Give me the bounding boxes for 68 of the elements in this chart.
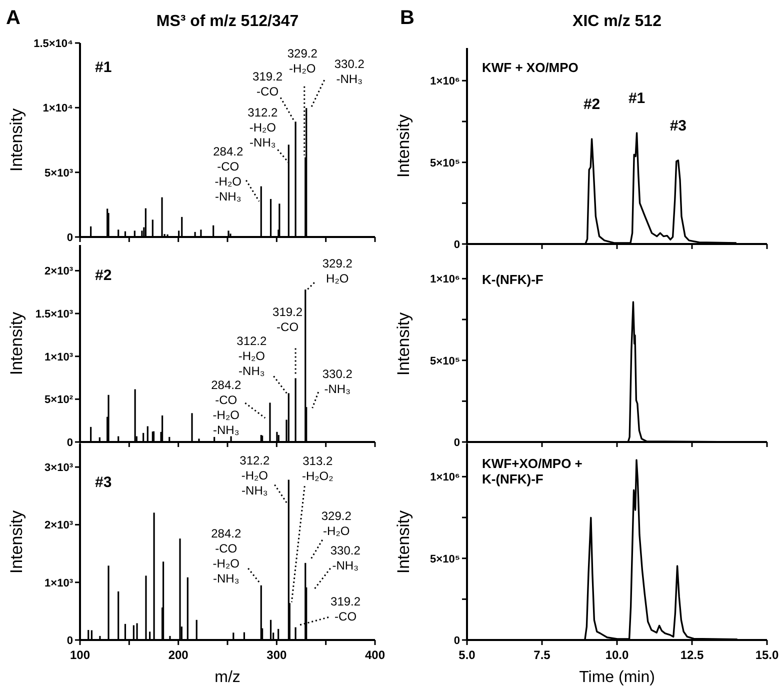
y-tick-label: 5×10⁵: [430, 157, 460, 170]
annotation: 312.2 -H₂O -NH₃: [236, 334, 268, 378]
annotation: KWF + XO/MPO: [482, 60, 578, 75]
x-axis-title: m/z: [214, 669, 240, 686]
x-tick-label: 5.0: [458, 648, 476, 662]
annotation: 329.2 -H₂O: [287, 46, 318, 76]
annotation: 330.2 -NH₃: [322, 367, 353, 396]
y-tick-label: 0: [66, 232, 73, 244]
y-tick-label: 0: [66, 635, 73, 647]
y-tick-label: 0: [454, 239, 460, 251]
annotation: 329.2 H₂O: [322, 256, 353, 286]
x-tick-label: 400: [364, 648, 386, 662]
y-tick-label: 1.5×10⁴: [34, 38, 73, 50]
y-tick-label: 2×10³: [44, 520, 74, 532]
annotation: K-(NFK)-F: [482, 272, 544, 287]
annotation: 284.2 -CO -H₂O -NH₃: [211, 526, 242, 586]
y-tick-label: 3×10³: [44, 462, 74, 474]
y-tick-label: 0: [454, 635, 460, 647]
y-tick-label: 5×10⁵: [430, 355, 460, 368]
x-axis-title: Time (min): [579, 669, 655, 686]
chart-title: MS³ of m/z 512/347: [156, 13, 299, 30]
x-tick-label: 15.0: [755, 648, 779, 662]
y-axis-title: Intensity: [7, 311, 26, 376]
annotation: #1: [628, 90, 646, 107]
annotation: 312.2 -H₂O -NH₃: [240, 454, 270, 498]
x-tick-label: 300: [266, 648, 287, 662]
x-tick-label: 7.5: [534, 648, 551, 662]
x-tick-label: 12.5: [680, 648, 704, 662]
y-tick-label: 2×10³: [44, 266, 74, 278]
annotation: 330.2 -NH₃: [330, 543, 361, 572]
annotation: #2: [583, 96, 600, 113]
y-tick-label: 1×10⁶: [430, 274, 460, 286]
y-tick-label: 1.5×10³: [35, 308, 74, 321]
annotation: 319.2 -CO: [252, 70, 283, 99]
y-tick-label: 1×10³: [44, 577, 74, 590]
chart-title: XIC m/z 512: [572, 13, 662, 30]
y-axis-title: Intensity: [7, 108, 26, 172]
annotation: #2: [95, 267, 112, 284]
y-axis-title: Intensity: [7, 510, 26, 574]
y-tick-label: 5×10⁵: [430, 553, 460, 566]
text: B: [400, 7, 414, 29]
annotation: 319.2 -CO: [330, 594, 361, 624]
annotation: KWF+XO/MPO + K-(NFK)-F: [482, 456, 583, 487]
annotation: 319.2 -CO: [272, 305, 303, 334]
x-tick-label: 100: [70, 648, 90, 662]
y-tick-label: 5×10³: [44, 167, 74, 180]
annotation: 284.2 -CO -H₂O -NH₃: [211, 378, 242, 437]
x-tick-label: 10.0: [605, 648, 629, 662]
text: A: [6, 7, 20, 29]
y-axis-title: Intensity: [394, 312, 413, 376]
y-axis-title: Intensity: [394, 114, 413, 178]
y-tick-label: 5×10²: [44, 394, 74, 406]
annotation: #3: [95, 474, 112, 491]
annotation: #1: [95, 59, 112, 76]
annotation: 312.2 -H₂O -NH₃: [248, 106, 278, 150]
annotation: 313.2 -H₂O₂: [302, 454, 334, 484]
y-tick-label: 1×10⁶: [430, 76, 460, 88]
x-tick-label: 200: [168, 648, 189, 662]
annotation: 330.2 -NH₃: [334, 57, 365, 86]
y-tick-label: 0: [66, 437, 73, 449]
y-tick-label: 1×10⁴: [42, 102, 73, 115]
annotation: 329.2 -H₂O: [321, 508, 352, 538]
y-axis-title: Intensity: [394, 510, 413, 574]
annotation: 284.2 -CO -H₂O -NH₃: [213, 144, 244, 204]
annotation: #3: [670, 117, 687, 134]
y-tick-label: 1×10⁶: [430, 472, 460, 484]
y-tick-label: 1×10³: [44, 351, 74, 364]
y-tick-label: 0: [454, 437, 460, 449]
